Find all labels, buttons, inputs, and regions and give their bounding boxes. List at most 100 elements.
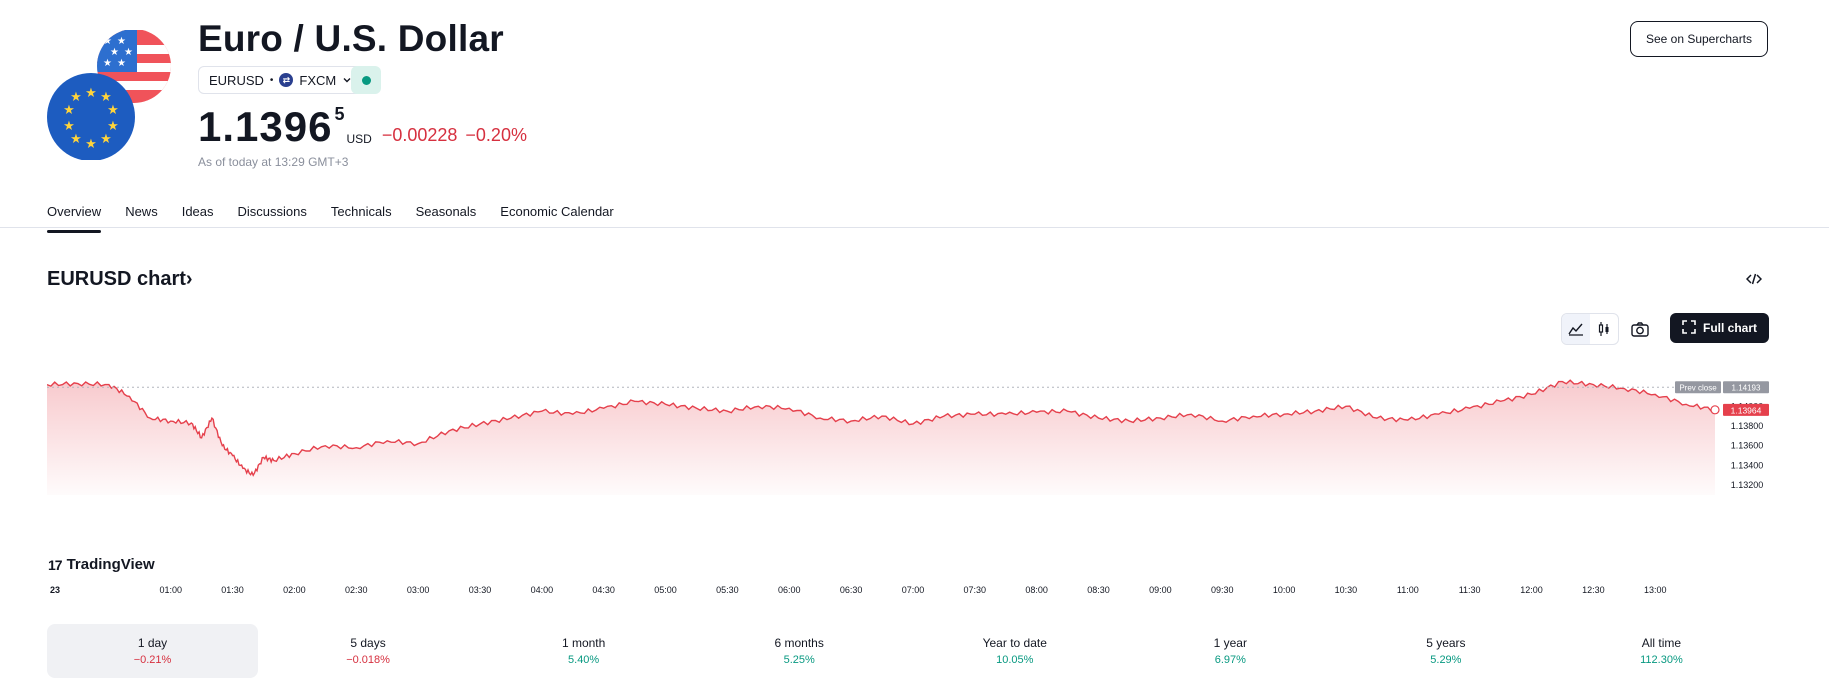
- x-tick-label: 09:00: [1149, 585, 1172, 595]
- x-tick-label: 11:30: [1459, 585, 1481, 595]
- period-label: All time: [1641, 636, 1682, 650]
- x-tick-label: 09:30: [1211, 585, 1234, 595]
- period-5-years[interactable]: 5 years 5.29%: [1340, 624, 1551, 678]
- as-of-timestamp: As of today at 13:29 GMT+3: [198, 155, 349, 169]
- x-tick-label: 04:00: [531, 585, 554, 595]
- svg-text:★: ★: [63, 103, 75, 118]
- prev-close-tag: [1675, 381, 1721, 394]
- svg-text:★: ★: [110, 47, 119, 58]
- svg-text:★: ★: [100, 90, 112, 105]
- period-label: Year to date: [982, 636, 1047, 650]
- full-chart-label: Full chart: [1702, 321, 1757, 335]
- svg-text:★: ★: [107, 119, 119, 134]
- svg-text:★: ★: [63, 119, 75, 134]
- tab-overview[interactable]: Overview: [47, 204, 102, 233]
- tab-discussions[interactable]: Discussions: [237, 204, 307, 219]
- chart-toolbar: [1561, 313, 1655, 345]
- period-value: 112.30%: [1640, 654, 1683, 666]
- x-tick-label: 05:00: [654, 585, 677, 595]
- chevron-right-icon: ›: [185, 268, 193, 290]
- tab-economic-calendar[interactable]: Economic Calendar: [500, 204, 614, 219]
- period-value: 5.29%: [1430, 654, 1462, 666]
- embed-code-icon[interactable]: [1744, 269, 1764, 289]
- period-value: 10.05%: [996, 654, 1034, 666]
- period-label: 6 months: [774, 636, 824, 650]
- x-tick-label: 01:30: [221, 585, 244, 595]
- period-label: 1 year: [1213, 636, 1247, 650]
- broker-label: FXCM: [299, 72, 337, 88]
- tabs-divider: [0, 227, 1829, 228]
- symbol-selector[interactable]: EURUSD • ⇄ FXCM: [198, 66, 364, 94]
- period-all-time[interactable]: All time 112.30%: [1556, 624, 1767, 678]
- period-value: −0.21%: [133, 654, 172, 666]
- svg-text:★: ★: [103, 58, 112, 69]
- full-chart-button[interactable]: Full chart: [1670, 313, 1769, 343]
- tab-ideas[interactable]: Ideas: [181, 204, 214, 219]
- period-year-to-date[interactable]: Year to date 10.05%: [909, 624, 1120, 678]
- last-price-label: 1.13964: [1731, 405, 1762, 415]
- x-tick-label: 08:00: [1025, 585, 1048, 595]
- last-point-marker: [1710, 405, 1720, 415]
- prev-close-value: 1.14193: [1732, 384, 1761, 393]
- performance-periods: 1 day −0.21% 5 days −0.018% 1 month 5.40…: [47, 624, 1767, 678]
- chevron-down-icon: [342, 73, 352, 88]
- chart-type-switch: [1561, 313, 1619, 345]
- fullscreen-icon: [1682, 319, 1696, 337]
- y-tick-label: 1.13600: [1731, 441, 1764, 451]
- price-row: 1.1396 5 USD −0.00228 −0.20%: [198, 103, 527, 150]
- price-superscript: 5: [334, 104, 345, 124]
- page-title: Euro / U.S. Dollar: [198, 18, 504, 59]
- x-tick-label: 07:00: [902, 585, 925, 595]
- area-chart-icon[interactable]: [1562, 314, 1590, 344]
- series-line: [47, 379, 1716, 477]
- y-tick-label: 1.13400: [1731, 460, 1764, 470]
- x-tick-label: 02:30: [345, 585, 368, 595]
- camera-icon[interactable]: [1625, 314, 1655, 344]
- chart-title-link[interactable]: EURUSD chart›: [47, 268, 193, 291]
- period-label: 1 month: [561, 636, 606, 650]
- eu-us-flags-icon: ★ ★ ★ ★ ★ ★ ★ ★ ★ ★ ★ ★ ★ ★ ★ ★: [47, 30, 177, 161]
- x-tick-label: 03:00: [407, 585, 430, 595]
- x-tick-label: 10:30: [1335, 585, 1358, 595]
- x-tick-label: 08:30: [1087, 585, 1110, 595]
- y-tick-label: 1.13200: [1731, 480, 1764, 490]
- period-1-day[interactable]: 1 day −0.21%: [47, 624, 258, 678]
- period-1-month[interactable]: 1 month 5.40%: [478, 624, 689, 678]
- period-1-year[interactable]: 1 year 6.97%: [1125, 624, 1336, 678]
- x-tick-label: 06:00: [778, 585, 801, 595]
- price-chart[interactable]: Prev close 1.14193 1.13200 1.13400 1.13600 1.…: [47, 355, 1787, 605]
- svg-text:★: ★: [124, 47, 133, 58]
- price-value: 1.1396: [198, 103, 333, 150]
- prev-close-value-tag: [1723, 381, 1769, 394]
- tab-news[interactable]: News: [125, 204, 158, 219]
- market-open-dot-icon[interactable]: [351, 66, 381, 94]
- y-tick-label: 1.13800: [1731, 421, 1764, 431]
- x-tick-label: 03:30: [469, 585, 492, 595]
- svg-text:★: ★: [85, 86, 97, 101]
- svg-text:★: ★: [107, 103, 119, 118]
- tab-seasonals[interactable]: Seasonals: [415, 204, 477, 219]
- period-value: −0.018%: [346, 654, 390, 666]
- x-tick-label: 13:00: [1644, 585, 1667, 595]
- period-label: 1 day: [137, 636, 168, 650]
- tab-technicals[interactable]: Technicals: [330, 204, 392, 219]
- svg-text:★: ★: [70, 132, 82, 147]
- period-value: 5.40%: [568, 654, 600, 666]
- period-5-days[interactable]: 5 days −0.018%: [263, 624, 474, 678]
- see-on-supercharts-button[interactable]: See on Supercharts: [1630, 21, 1768, 57]
- x-tick-label: 04:30: [592, 585, 615, 595]
- price-change: −0.00228: [381, 125, 458, 145]
- svg-text:★: ★: [85, 137, 97, 152]
- x-tick-label: 12:30: [1582, 585, 1605, 595]
- period-label: 5 days: [350, 636, 386, 650]
- separator-dot: •: [269, 74, 274, 86]
- watermark-label: TradingView: [66, 556, 155, 573]
- tradingview-logo-icon: 17: [48, 556, 63, 573]
- x-tick-label: 02:00: [283, 585, 306, 595]
- tradingview-watermark: 17 TradingView: [48, 556, 155, 573]
- candle-chart-icon[interactable]: [1590, 314, 1618, 344]
- period-6-months[interactable]: 6 months 5.25%: [694, 624, 905, 678]
- svg-text:★: ★: [103, 36, 112, 47]
- period-value: 5.25%: [783, 654, 815, 666]
- x-tick-label: 23: [50, 585, 60, 595]
